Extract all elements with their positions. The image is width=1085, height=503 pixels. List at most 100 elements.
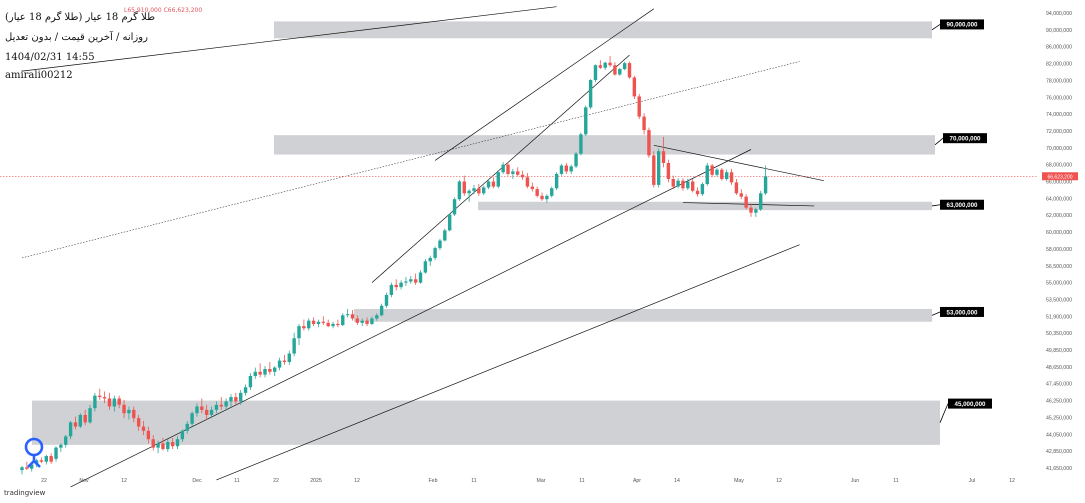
candle-body xyxy=(394,284,398,288)
candle-body xyxy=(49,456,53,462)
candle-body xyxy=(384,294,389,306)
candle-body xyxy=(258,371,262,375)
candle-body xyxy=(686,181,690,189)
candle-body xyxy=(545,195,549,200)
zone-label-box xyxy=(940,306,984,317)
time-tick-label: 11 xyxy=(234,478,239,484)
candle-body xyxy=(127,409,131,414)
candle-body xyxy=(749,207,753,213)
candle-body xyxy=(141,426,146,431)
candle-body xyxy=(98,395,102,398)
trend-line xyxy=(434,8,654,161)
time-tick-label: 12 xyxy=(1009,478,1015,484)
candle-body xyxy=(375,315,379,319)
chart-date: 1404/02/31 14:55 xyxy=(5,52,95,63)
symbol-title[interactable]: طلا گرم 18 عیار (طلا گرم 18 عیار) xyxy=(5,12,156,23)
candle-body xyxy=(180,430,185,440)
candles xyxy=(20,55,768,475)
candle-body xyxy=(73,422,78,427)
price-tick-label: 70,000,000 xyxy=(1046,146,1072,152)
candle-body xyxy=(185,423,189,431)
candle-body xyxy=(166,442,170,450)
candle-body xyxy=(501,164,505,173)
candle-body xyxy=(472,188,476,191)
candle-body xyxy=(122,404,126,414)
price-tick-label: 66,000,000 xyxy=(1046,180,1072,186)
candle-body xyxy=(253,371,257,377)
candle-body xyxy=(83,414,87,423)
candle-body xyxy=(535,189,539,196)
candle-body xyxy=(307,320,311,329)
candle-body xyxy=(681,180,685,189)
chart-settings-label: روزانه / آخرین قیمت / بدون تعدیل xyxy=(5,32,148,43)
zone-label-connector xyxy=(931,204,941,207)
candle-body xyxy=(720,169,724,179)
candle-body xyxy=(68,422,73,437)
candle-body xyxy=(88,408,92,423)
candle-body xyxy=(467,190,471,194)
price-tick-label: 82,000,000 xyxy=(1046,62,1072,68)
candle-body xyxy=(715,169,719,175)
candle-body xyxy=(64,436,68,445)
candle-body xyxy=(170,442,175,447)
candle-body xyxy=(710,165,714,175)
author-name: amirali00212 xyxy=(5,70,73,81)
candle-body xyxy=(477,188,481,194)
candle-body xyxy=(569,166,573,172)
time-tick-label: 22 xyxy=(41,478,47,484)
candle-body xyxy=(156,443,160,448)
price-tick-label: 49,850,000 xyxy=(1046,348,1072,354)
candle-body xyxy=(263,368,267,375)
candle-body xyxy=(447,214,452,231)
candle-body xyxy=(229,397,233,402)
price-tick-label: 46,250,000 xyxy=(1046,399,1072,405)
price-tick-label: 86,000,000 xyxy=(1046,45,1072,51)
price-tick-label: 55,000,000 xyxy=(1046,281,1072,287)
price-tick-label: 64,000,000 xyxy=(1046,196,1072,202)
candle-body xyxy=(671,178,675,187)
candle-body xyxy=(666,162,671,179)
candle-body xyxy=(336,323,340,326)
candle-body xyxy=(564,165,569,172)
candle-body xyxy=(326,322,330,327)
candle-body xyxy=(273,367,277,372)
time-tick-label: 11 xyxy=(471,478,476,484)
candle-body xyxy=(277,360,282,368)
price-tick-label: 68,000,000 xyxy=(1046,163,1072,169)
time-tick-label: 2025 xyxy=(310,478,322,484)
candle-body xyxy=(428,257,432,262)
zone-band xyxy=(354,308,932,322)
time-axis[interactable]: 22 Nov 12 Dec 11 22 2025 12 Feb 11 Mar 11 Apr 14 May 12… xyxy=(41,478,1015,484)
candle-body xyxy=(370,318,374,324)
candle-body xyxy=(763,176,768,194)
price-tick-label: 62,000,000 xyxy=(1046,213,1072,219)
candle-body xyxy=(433,248,437,258)
candle-body xyxy=(399,282,403,288)
candle-body xyxy=(637,96,641,117)
price-tick-label: 44,050,000 xyxy=(1046,432,1072,438)
candle-body xyxy=(496,172,500,187)
candle-body xyxy=(739,193,743,197)
candle-body xyxy=(151,439,155,448)
candle-body xyxy=(102,397,107,399)
price-tick-label: 47,450,000 xyxy=(1046,382,1072,388)
price-tick-label: 76,000,000 xyxy=(1046,95,1072,101)
candle-body xyxy=(341,315,345,326)
price-tick-label: 42,850,000 xyxy=(1046,449,1072,455)
candle-body xyxy=(734,182,739,194)
candle-body xyxy=(355,318,360,323)
candle-body xyxy=(413,279,418,283)
candle-body xyxy=(297,326,301,339)
candle-body xyxy=(409,279,413,282)
candle-body xyxy=(365,320,369,324)
candle-body xyxy=(331,323,335,327)
candle-body xyxy=(25,467,29,469)
candle-body xyxy=(350,314,355,319)
candle-body xyxy=(506,164,510,174)
candle-body xyxy=(39,460,44,462)
price-tick-label: 56,500,000 xyxy=(1046,264,1072,270)
tradingview-logo-icon[interactable] xyxy=(22,437,46,471)
price-axis[interactable]: 41,650,000 42,850,000 44,050,000 45,250,000… xyxy=(1046,11,1072,472)
candle-body xyxy=(579,134,583,154)
